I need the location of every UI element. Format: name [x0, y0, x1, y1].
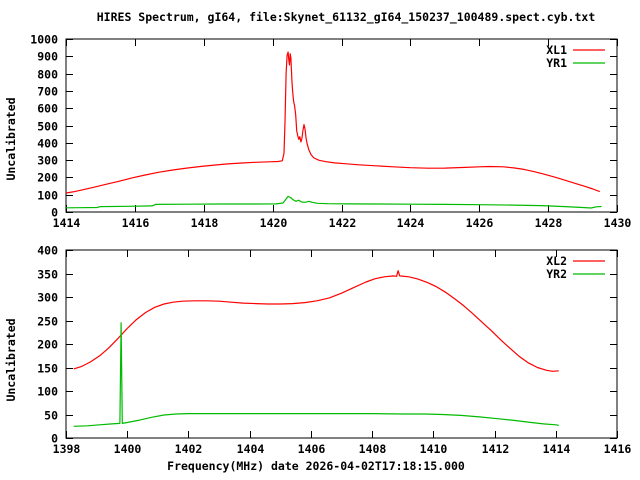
- legend-label-XL1: XL1: [546, 43, 567, 57]
- plot-border: [65, 249, 618, 439]
- top-y-axis-label: Uncalibrated: [4, 97, 18, 180]
- chart-title: HIRES Spectrum, gI64, file:Skynet_61132_…: [97, 10, 596, 25]
- x-tick-label: 1424: [397, 216, 425, 230]
- y-tick-label: 150: [37, 362, 58, 376]
- y-tick-label: 800: [37, 68, 58, 82]
- y-tick-label: 250: [37, 315, 58, 329]
- y-tick-label: 900: [37, 50, 58, 64]
- y-tick-label: 200: [37, 338, 58, 352]
- x-tick-label: 1414: [53, 216, 81, 230]
- y-tick-label: 300: [37, 291, 58, 305]
- y-tick-label: 500: [37, 120, 58, 134]
- x-tick-label: 1430: [604, 216, 632, 230]
- x-tick-label: 1428: [535, 216, 563, 230]
- y-tick-label: 300: [37, 154, 58, 168]
- y-tick-label: 100: [37, 385, 58, 399]
- x-tick-label: 1398: [53, 442, 81, 456]
- x-tick-label: 1418: [191, 216, 219, 230]
- plot-border: [65, 38, 618, 213]
- y-tick-label: 200: [37, 171, 58, 185]
- x-tick-label: 1408: [359, 442, 387, 456]
- y-tick-label: 100: [37, 189, 58, 203]
- x-tick-label: 1402: [175, 442, 203, 456]
- x-tick-label: 1416: [122, 216, 150, 230]
- series-line-YR1: [65, 195, 602, 209]
- x-axis-label: Frequency(MHz) date 2026-04-02T17:18:15.…: [167, 459, 465, 473]
- x-tick-label: 1426: [466, 216, 494, 230]
- x-tick-label: 1416: [604, 442, 632, 456]
- series-line-YR2: [73, 322, 559, 427]
- x-tick-label: 1422: [329, 216, 357, 230]
- y-tick-label: 1000: [30, 33, 58, 47]
- x-tick-label: 1414: [543, 442, 571, 456]
- x-tick-label: 1400: [114, 442, 142, 456]
- x-tick-label: 1404: [237, 442, 265, 456]
- bottom-plot: 1398 1400 1402 1404 1406 1408 1410 1412 1414 1416…: [37, 244, 631, 457]
- legend-label-XL2: XL2: [546, 254, 567, 268]
- y-tick-label: 0: [51, 206, 58, 220]
- legend-label-YR1: YR1: [546, 56, 567, 70]
- series-line-XL2: [73, 270, 559, 372]
- y-tick-label: 0: [51, 432, 58, 446]
- y-tick-label: 400: [37, 137, 58, 151]
- y-tick-label: 350: [37, 268, 58, 282]
- y-tick-label: 600: [37, 102, 58, 116]
- top-plot: 1414 1416 1418 1420 1422 1424 1426 1428 1430 0 100…: [30, 33, 631, 231]
- x-tick-label: 1410: [420, 442, 448, 456]
- x-tick-label: 1406: [298, 442, 326, 456]
- legend-label-YR2: YR2: [546, 267, 567, 281]
- x-tick-label: 1420: [260, 216, 288, 230]
- y-tick-label: 400: [37, 244, 58, 258]
- x-tick-label: 1412: [482, 442, 510, 456]
- bottom-y-axis-label: Uncalibrated: [4, 318, 18, 401]
- y-tick-label: 700: [37, 85, 58, 99]
- series-line-XL1: [65, 51, 601, 194]
- y-tick-label: 50: [44, 409, 58, 423]
